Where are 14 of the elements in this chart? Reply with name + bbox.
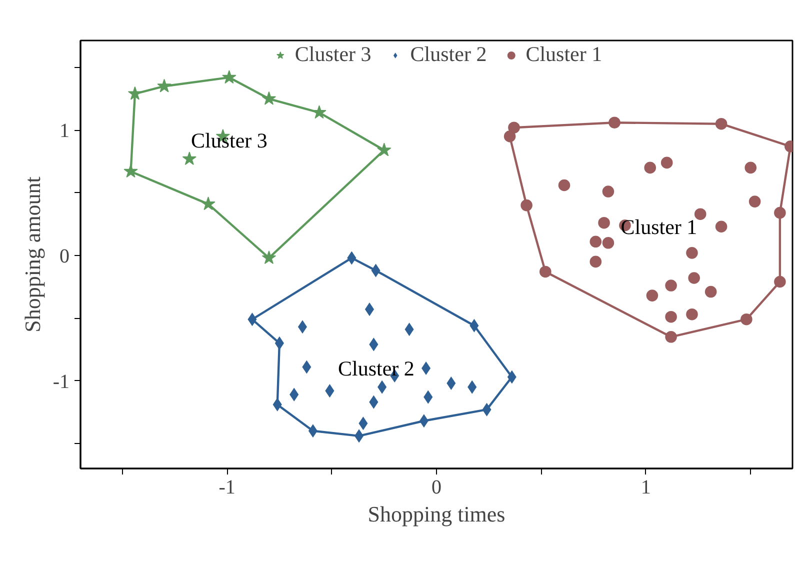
legend-label: Cluster 2 — [410, 42, 487, 67]
y-tick-label: 1 — [60, 120, 70, 142]
annotation: Cluster 3 — [190, 128, 268, 153]
legend-label: Cluster 3 — [294, 42, 372, 67]
y-tick-label: 0 — [60, 245, 70, 268]
y-tick-label: -1 — [52, 370, 70, 393]
x-tick-label: -1 — [218, 476, 236, 498]
x-axis-title: Shopping times — [368, 502, 506, 526]
annotation: Cluster 2 — [338, 356, 414, 381]
x-tick-label: 0 — [432, 476, 442, 498]
legend-label: Cluster 1 — [526, 42, 602, 67]
y-axis-title: Shopping amount — [20, 176, 45, 332]
annotation: Cluster 1 — [620, 214, 698, 239]
x-tick-label: 1 — [640, 476, 651, 498]
